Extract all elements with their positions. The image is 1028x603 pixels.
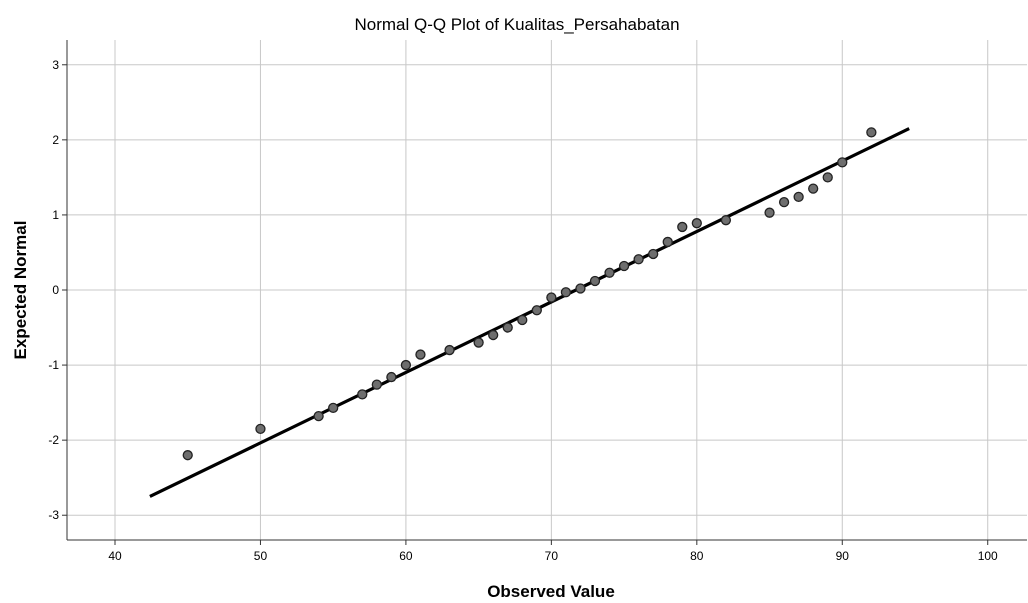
data-point <box>822 172 833 183</box>
x-tick-label: 90 <box>836 549 850 563</box>
data-point <box>604 267 615 278</box>
chart-title: Normal Q-Q Plot of Kualitas_Persahabatan <box>354 15 679 34</box>
data-point <box>866 127 877 138</box>
data-point <box>662 236 673 248</box>
data-point <box>400 359 412 371</box>
data-point <box>517 314 528 326</box>
x-tick-label: 70 <box>545 549 559 563</box>
y-tick-label: 3 <box>52 58 59 72</box>
y-tick-label: 1 <box>52 208 59 222</box>
data-point <box>371 379 382 390</box>
x-axis-title: Observed Value <box>487 582 615 601</box>
data-point <box>328 402 339 414</box>
point-layer <box>182 127 877 461</box>
data-point <box>488 329 499 341</box>
data-point <box>502 322 513 333</box>
data-point <box>531 305 542 316</box>
x-tick-label: 80 <box>690 549 704 563</box>
data-point <box>793 191 804 203</box>
data-point <box>546 292 557 303</box>
y-tick-label: -2 <box>48 433 59 447</box>
grid-layer <box>67 40 1027 540</box>
x-tick-label: 40 <box>108 549 122 563</box>
x-tick-label: 100 <box>978 549 998 563</box>
y-tick-label: -3 <box>48 508 59 522</box>
data-point <box>182 450 193 461</box>
y-tick-label: -1 <box>48 358 59 372</box>
data-point <box>648 248 659 260</box>
data-point <box>720 215 732 226</box>
data-point <box>618 260 630 272</box>
data-point <box>677 221 688 233</box>
data-point <box>473 337 484 348</box>
data-point <box>313 410 324 422</box>
data-point <box>837 157 848 168</box>
data-point <box>415 349 426 360</box>
data-point <box>560 287 572 298</box>
data-point <box>357 389 368 400</box>
data-point <box>575 283 586 294</box>
data-point <box>633 254 644 265</box>
x-tick-label: 50 <box>254 549 268 563</box>
data-point <box>778 197 790 208</box>
data-point <box>691 218 702 229</box>
data-point <box>764 207 775 218</box>
data-point <box>589 275 601 287</box>
reference-line <box>149 127 910 498</box>
data-point <box>808 183 819 194</box>
data-point <box>255 423 266 435</box>
tick-layer: 40 50 60 70 80 90 100 3 2 1 0 -1 -2 -3 <box>48 58 998 563</box>
y-tick-label: 2 <box>52 133 59 147</box>
x-tick-label: 60 <box>399 549 413 563</box>
data-point <box>444 344 455 356</box>
data-point <box>386 371 397 383</box>
y-axis-title: Expected Normal <box>11 221 30 360</box>
y-tick-label: 0 <box>52 283 59 297</box>
